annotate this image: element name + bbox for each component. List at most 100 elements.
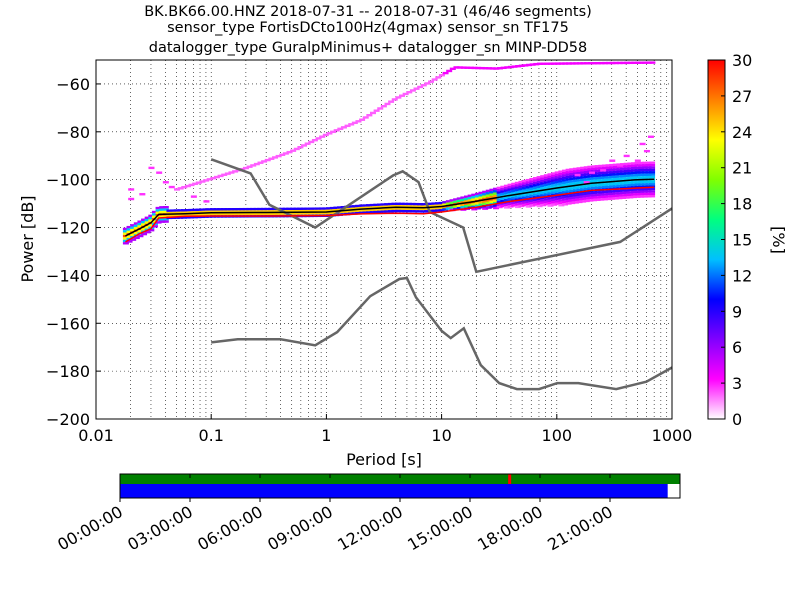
heatmap-cell <box>307 212 314 215</box>
heatmap-cell <box>355 204 362 208</box>
heatmap-cell <box>533 62 540 66</box>
heatmap-cell <box>195 215 202 219</box>
heatmap-cell <box>413 205 420 208</box>
heatmap-cell <box>601 193 608 196</box>
heatmap-cell <box>536 197 543 201</box>
heatmap-cell <box>217 174 224 178</box>
heatmap-cell <box>435 76 442 79</box>
heatmap-cell <box>543 183 550 187</box>
heatmap-cell <box>645 166 652 169</box>
heatmap-cell <box>591 186 598 190</box>
heatmap-cell <box>594 191 601 194</box>
heatmap-cell <box>540 182 547 185</box>
heatmap-cell <box>478 201 485 204</box>
heatmap-cell <box>384 203 391 206</box>
noise-model-curve <box>210 158 673 274</box>
heatmap-cell <box>576 198 583 201</box>
heatmap-cell <box>536 190 543 193</box>
heatmap-cell <box>427 202 434 206</box>
heatmap-cell <box>217 212 224 216</box>
heatmap-cell <box>405 207 412 211</box>
heatmap-cell <box>511 187 518 190</box>
heatmap-cell <box>547 175 554 179</box>
heatmap-cell <box>547 62 554 65</box>
heatmap-cell <box>416 205 423 208</box>
heatmap-cell <box>507 186 514 189</box>
heatmap-cell <box>576 62 583 65</box>
heatmap-cell <box>616 196 623 200</box>
heatmap-cell <box>638 180 645 184</box>
heatmap-cell <box>511 189 518 193</box>
heatmap-cell <box>540 201 547 204</box>
heatmap-cell <box>362 116 369 119</box>
heatmap-cell <box>304 207 311 210</box>
y-tick-label: −200 <box>46 410 90 429</box>
heatmap-cell <box>529 177 536 181</box>
heatmap-cell <box>569 189 576 193</box>
heatmap-cell <box>453 200 460 204</box>
heatmap-cell <box>591 198 598 202</box>
colorbar-label: [%] <box>769 226 788 254</box>
heatmap-cell <box>649 166 656 169</box>
x-tick-label: 100 <box>542 426 573 445</box>
heatmap-cell <box>453 207 460 211</box>
heatmap-cell <box>645 173 652 176</box>
heatmap-cell <box>471 203 478 206</box>
x-axis-ticks: 0.01 0.1 1 10 100 1000 <box>78 414 692 445</box>
heatmap-cell <box>159 220 166 223</box>
heatmap-cell <box>543 178 550 182</box>
heatmap-cell <box>555 62 562 65</box>
heatmap-cell <box>191 215 198 219</box>
heatmap-cell <box>489 193 496 196</box>
heatmap-cell <box>623 172 630 175</box>
heatmap-cell <box>445 200 452 203</box>
psd-statistic-curve <box>125 178 655 237</box>
heatmap-cell <box>286 207 293 211</box>
heatmap-cell <box>511 182 518 186</box>
heatmap-cell <box>565 178 572 181</box>
heatmap-cell <box>540 203 547 207</box>
heatmap-cell <box>206 178 213 181</box>
heatmap-cell <box>431 78 438 81</box>
heatmap-cell <box>188 211 195 214</box>
heatmap-cell <box>460 198 467 202</box>
heatmap-cell <box>598 176 605 180</box>
heatmap-cell <box>569 170 576 174</box>
heatmap-cell <box>529 201 536 205</box>
heatmap-cell <box>580 185 587 189</box>
heatmap-cell <box>558 196 565 200</box>
heatmap-cell <box>195 181 202 184</box>
heatmap-cell <box>293 210 300 213</box>
heatmap-cell <box>532 198 539 201</box>
heatmap-cell <box>155 211 162 215</box>
heatmap-cell <box>170 211 177 215</box>
heatmap-cell <box>155 209 162 212</box>
heatmap-cell <box>133 227 140 230</box>
heatmap-cell <box>202 210 209 214</box>
heatmap-cell <box>638 173 645 177</box>
heatmap-cell <box>228 212 235 216</box>
heatmap-cell <box>634 193 641 196</box>
heatmap-cell <box>391 98 398 101</box>
heatmap-cell <box>518 64 525 67</box>
colorbar-tick-label: 18 <box>732 195 752 214</box>
heatmap-cell <box>478 196 485 199</box>
heatmap-cell <box>289 210 296 213</box>
heatmap-cell <box>525 183 532 187</box>
heatmap-cell <box>587 172 594 176</box>
heatmap-cell <box>522 194 529 197</box>
heatmap-cell <box>376 205 383 209</box>
heatmap-cell <box>543 193 550 196</box>
heatmap-cell <box>126 235 133 238</box>
heatmap-cell <box>594 177 601 180</box>
heatmap-cell <box>246 210 253 213</box>
heatmap-cell <box>199 213 206 216</box>
heatmap-cell <box>289 207 296 211</box>
heatmap-cell <box>507 65 514 69</box>
heatmap-cell <box>630 167 637 170</box>
heatmap-cell <box>601 197 608 201</box>
heatmap-cell <box>536 195 543 198</box>
heatmap-cell <box>162 217 169 221</box>
heatmap-cell <box>576 181 583 184</box>
heatmap-cell <box>522 203 529 207</box>
